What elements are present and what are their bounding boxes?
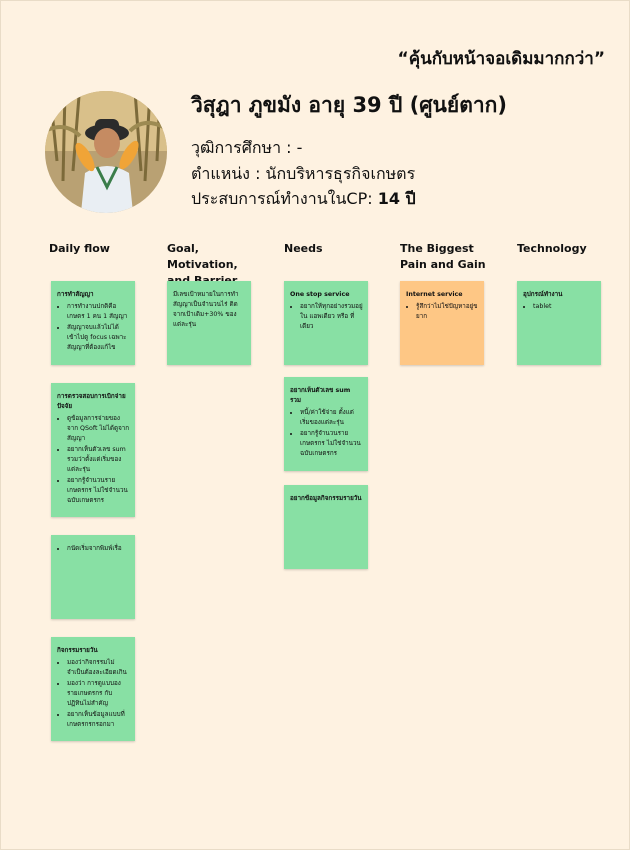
sticky-note-daily-activity[interactable]: กิจกรรมรายวัน มองว่ากิจกรรมไม่จำเป็นต้อง… [51, 637, 135, 741]
persona-name: วิสุฎา ภูขมัง อายุ 39 ปี (ศูนย์ตาก) [191, 93, 507, 117]
note-title: One stop service [290, 291, 350, 298]
note-item: สัญญาจบแล้วไม่ได้เข้าไปดู focus เฉพาะสัญ… [67, 323, 130, 353]
column-header-pain-gain: The Biggest Pain and Gain [400, 242, 486, 271]
note-item: หนี้/ค่าใช้จ่าย ตั้งแต่เริ่มของแต่ละรุ่น [300, 408, 363, 428]
sticky-note-daily-activity-data[interactable]: อยากข้อมูลกิจกรรมรายวัน [284, 485, 368, 569]
column-header-technology: Technology [517, 242, 587, 255]
sticky-note-sum-total[interactable]: อยากเห็นตัวเลข sum รวม หนี้/ค่าใช้จ่าย ต… [284, 377, 368, 471]
note-item: อยากเห็นข้อมูลแบบที่เกษตรกรกรอกมา [67, 710, 130, 730]
sticky-note-internet-service[interactable]: Internet service รู้สึกว่าไม่ใช่ปัญหาอยู… [400, 281, 484, 365]
sticky-note-disbursement[interactable]: การตรวจสอบการเบิกจ่ายปัจจัย ดูข้อมูลการจ… [51, 383, 135, 517]
note-item: มองว่ากิจกรรมไม่จำเป็นต้องละเอียดเกิน [67, 658, 130, 678]
note-title: อยากเห็นตัวเลข sum รวม [290, 387, 351, 404]
note-item: กนัดเริ่มจากพิมพ์เรื่อ [67, 544, 130, 554]
column-header-needs: Needs [284, 242, 323, 255]
persona-experience: ประสบการณ์ทำงานในCP: 14 ปี [191, 187, 416, 212]
note-item: อยากให้ทุกอย่างรวมอยู่ใน แอพเดียว หรือ ท… [300, 302, 363, 332]
note-item: อยากรู้จำนวนรายเกษตรกร ไม่ใช่จำนวนฉบับเก… [67, 476, 130, 506]
persona-education: วุฒิการศึกษา : - [191, 138, 303, 157]
note-item: อยากรู้จำนวนรายเกษตรกร ไม่ใช่จำนวนฉบับเก… [300, 429, 363, 459]
sticky-note-goal[interactable]: มีเลขเป้าหมายในการทำสัญญาเป็นจำนวนไร่ ติ… [167, 281, 251, 365]
note-item: tablet [533, 302, 596, 312]
note-title: อยากข้อมูลกิจกรรมรายวัน [290, 495, 362, 502]
note-item: อยากเห็นตัวเลข sum รวมว่าตั้งแต่เริ่มของ… [67, 445, 130, 475]
sticky-note-appointment[interactable]: กนัดเริ่มจากพิมพ์เรื่อ [51, 535, 135, 619]
persona-position: ตำแหน่ง : นักบริหารธุรกิจเกษตร [191, 164, 416, 183]
note-item: มองว่า การดูแบบองรายเกษตรกร กับ ปฏิทินไม… [67, 679, 130, 709]
sticky-note-one-stop-service[interactable]: One stop service อยากให้ทุกอย่างรวมอยู่ใ… [284, 281, 368, 365]
persona-avatar [45, 91, 167, 213]
persona-quote: “คุ้นกับหน้าจอเดิมมากกว่า” [397, 49, 605, 69]
note-title: กิจกรรมรายวัน [57, 647, 98, 654]
sticky-note-contract[interactable]: การทำสัญญา การทำงานปกติคือ เกษตร 1 คน 1 … [51, 281, 135, 365]
sticky-note-device[interactable]: อุปกรณ์ทำงาน tablet [517, 281, 601, 365]
column-header-daily-flow: Daily flow [49, 242, 110, 255]
note-title: การตรวจสอบการเบิกจ่ายปัจจัย [57, 393, 126, 410]
note-text: มีเลขเป้าหมายในการทำสัญญาเป็นจำนวนไร่ ติ… [173, 291, 239, 328]
note-item: รู้สึกว่าไม่ใช่ปัญหาอยู่ขยาก [416, 302, 479, 322]
note-item: การทำงานปกติคือ เกษตร 1 คน 1 สัญญา [67, 302, 130, 322]
experience-label: ประสบการณ์ทำงานในCP: [191, 189, 378, 208]
note-item: ดูข้อมูลการจ่ายของจาก QSoft ไม่ได้ดูจากส… [67, 414, 130, 444]
note-title: การทำสัญญา [57, 291, 94, 298]
experience-value: 14 ปี [377, 189, 416, 208]
note-title: อุปกรณ์ทำงาน [523, 291, 563, 298]
note-title: Internet service [406, 291, 463, 298]
avatar-photo-icon [45, 91, 167, 213]
